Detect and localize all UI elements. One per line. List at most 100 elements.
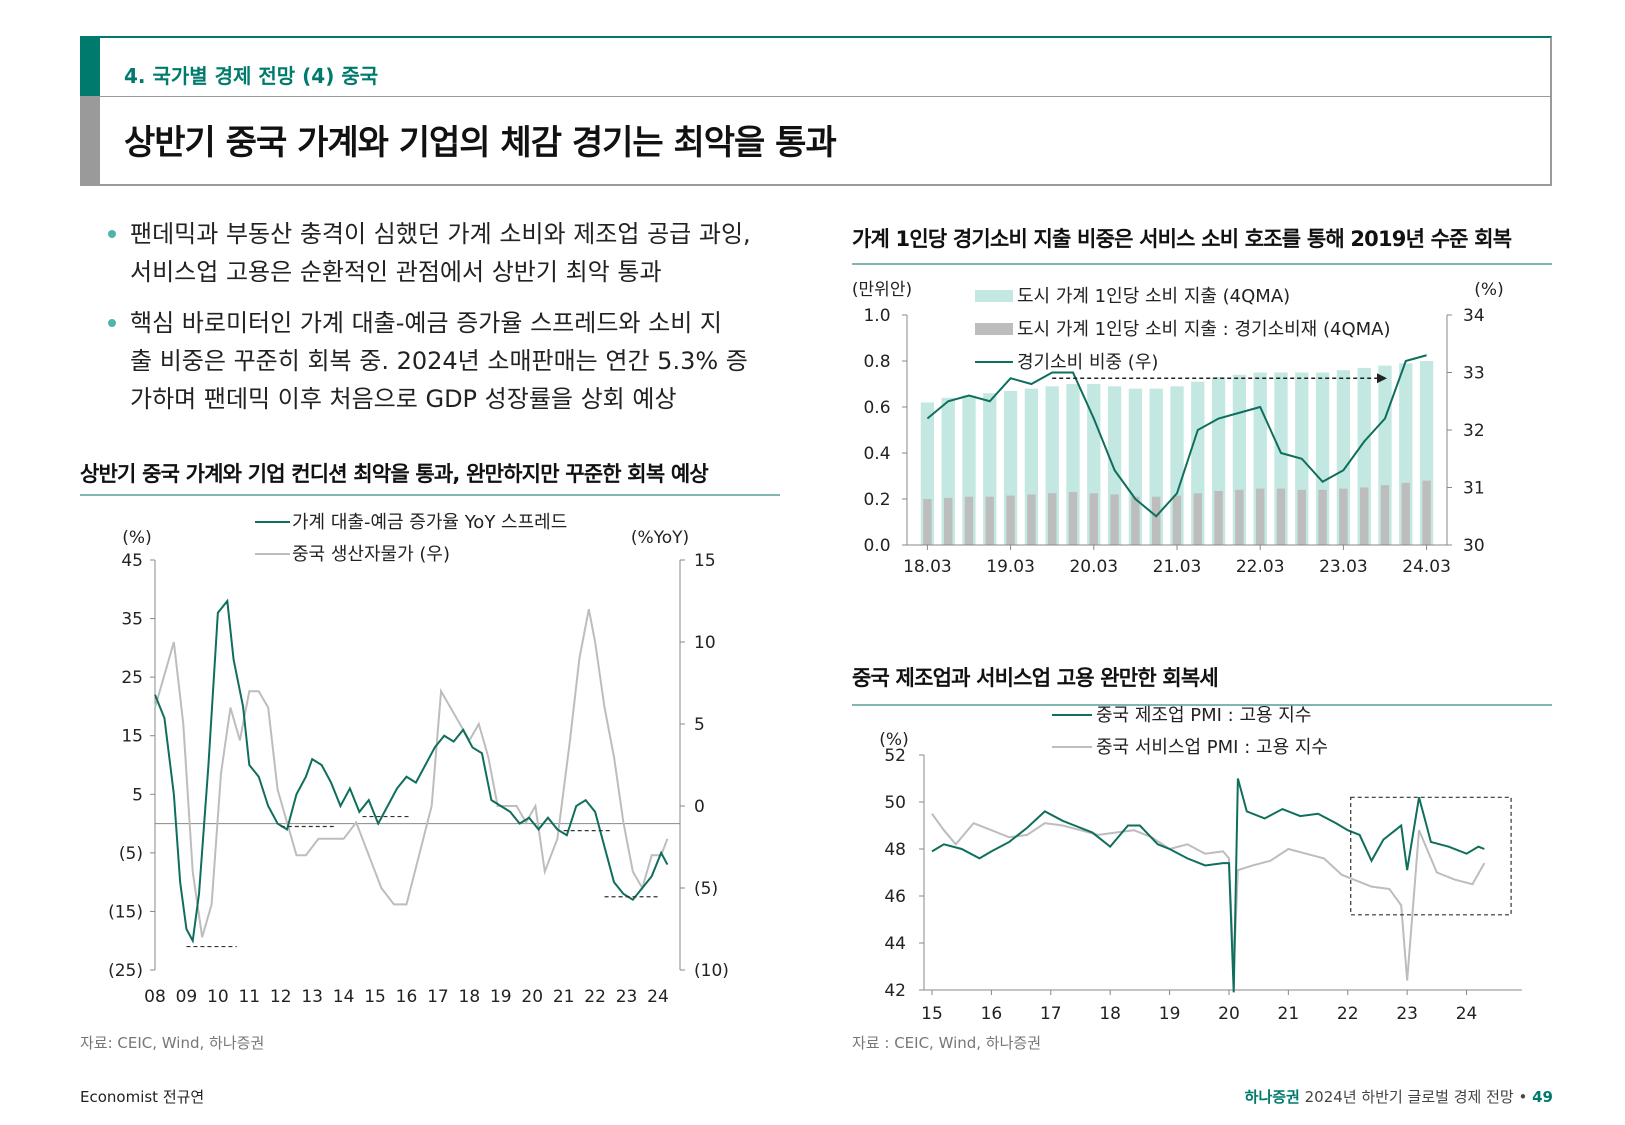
chart3-x-tick-label: 23 (1396, 1004, 1418, 1024)
chart2-bar-discretionary (1048, 493, 1057, 545)
chart2-right-tick-label: 31 (1463, 479, 1485, 499)
chart1-series-ppi-line (154, 609, 669, 938)
chart1-source: 자료: CEIC, Wind, 하나증권 (80, 1034, 265, 1052)
section-label: 4. 국가별 경제 전망 (4) 중국 (124, 64, 379, 88)
chart1-right-unit: (%YoY) (631, 528, 689, 548)
chart2-bar-discretionary (985, 496, 994, 545)
chart2-bar-discretionary (1089, 493, 1098, 545)
chart3-x-tick-label: 19 (1159, 1004, 1181, 1024)
chart2-x-tick-label: 20.03 (1069, 557, 1118, 577)
chart1-series-spread-line (154, 598, 669, 944)
header-accent-bar (80, 36, 100, 96)
chart1-x-tick-label: 20 (521, 987, 543, 1007)
bullet-1-line-1: 팬데믹과 부동산 충격이 심했던 가계 소비와 제조업 공급 과잉, (130, 220, 751, 248)
chart2-legend-label-discretionary: 도시 가계 1인당 소비 지출 : 경기소비재 (4QMA) (1017, 319, 1390, 340)
chart3-legend-label-services: 중국 서비스업 PMI : 고용 지수 (1096, 737, 1328, 758)
chart1-left-tick-label: 35 (121, 610, 143, 630)
chart1-x-tick-label: 10 (207, 987, 229, 1007)
bullet-2: 핵심 바로미터인 가계 대출-예금 증가율 스프레드와 소비 지 출 비중은 꾸… (108, 304, 808, 418)
chart3-left-unit: (%) (879, 730, 908, 750)
chart2-left-unit: (만위안) (852, 280, 912, 300)
footer-brand: 하나증권 (1244, 1088, 1300, 1106)
chart2-right-tick-label: 34 (1463, 306, 1485, 326)
chart3-left-tick-label: 44 (884, 934, 906, 954)
chart2-arrow-head-icon (1377, 373, 1387, 384)
chart1-right-tick-label: 10 (694, 633, 716, 653)
chart2-x-tick-label: 23.03 (1319, 557, 1368, 577)
chart2-bar-discretionary (1110, 494, 1119, 545)
chart1-x-tick-label: 23 (616, 987, 638, 1007)
chart2-bar-discretionary (1152, 496, 1161, 545)
chart2-x-tick-label: 21.03 (1153, 557, 1202, 577)
chart3-series-services-line (931, 813, 1486, 981)
chart3-x-tick-label: 24 (1456, 1004, 1478, 1024)
chart2-left-tick-label: 0.4 (863, 444, 890, 464)
chart2-right-unit: (%) (1474, 280, 1503, 300)
chart2-right-tick-label: 30 (1463, 536, 1485, 556)
chart2-left-tick-label: 0.8 (863, 352, 890, 372)
chart2-bar-discretionary (1422, 480, 1431, 545)
chart1-x-tick-label: 13 (301, 987, 323, 1007)
chart2-right-tick-label: 32 (1463, 421, 1485, 441)
chart2-left-tick-label: 1.0 (863, 306, 890, 326)
chart1-legend-label-ppi: 중국 생산자물가 (우) (292, 544, 450, 565)
chart3-x-tick-label: 17 (1040, 1004, 1062, 1024)
chart2-bar-discretionary (1297, 489, 1306, 545)
chart1-right-tick-label: (10) (694, 961, 729, 981)
chart3-left-tick-label: 46 (884, 887, 906, 907)
chart1-x-tick-label: 11 (238, 987, 260, 1007)
chart2-bar-discretionary (1027, 494, 1036, 545)
chart2-x-tick-label: 19.03 (986, 557, 1035, 577)
chart3-x-tick-label: 16 (981, 1004, 1003, 1024)
chart1-left-tick-label: 5 (132, 785, 143, 805)
chart1-left-tick-label: (5) (119, 844, 143, 864)
chart2-bar-discretionary (1360, 487, 1369, 545)
bullet-2-line-3: 가하며 팬데믹 이후 처음으로 GDP 성장률을 상회 예상 (130, 385, 677, 413)
chart2-bar-discretionary (1235, 489, 1244, 545)
page-number: 49 (1532, 1088, 1553, 1106)
chart1-right-tick-label: (5) (694, 879, 718, 899)
chart2-x-tick-label: 24.03 (1402, 557, 1451, 577)
chart1-x-tick-label: 12 (270, 987, 292, 1007)
chart1-x-tick-label: 22 (584, 987, 606, 1007)
chart3-series-manufacturing-line (931, 778, 1485, 993)
chart3-left-tick-label: 48 (884, 840, 906, 860)
chart1-right-tick-label: 15 (694, 551, 716, 571)
chart2-bar-discretionary (1193, 493, 1202, 545)
bullet-2-line-2: 출 비중은 꾸준히 회복 중. 2024년 소매판매는 연간 5.3% 증 (130, 347, 748, 375)
chart3-title: 중국 제조업과 서비스업 고용 완만한 회복세 (852, 666, 1219, 690)
chart1-left-tick-label: (15) (108, 902, 143, 922)
chart2-legend-label-share: 경기소비 비중 (우) (1017, 352, 1158, 373)
chart3-left-tick-label: 50 (884, 793, 906, 813)
footer-report: 하나증권 2024년 하반기 글로벌 경제 전망 • 49 (1245, 1086, 1553, 1107)
chart1-x-tick-label: 17 (427, 987, 449, 1007)
bullet-2-line-1: 핵심 바로미터인 가계 대출-예금 증가율 스프레드와 소비 지 (130, 309, 722, 337)
chart2-title-rule (852, 263, 1552, 265)
chart2-title: 가계 1인당 경기소비 지출 비중은 서비스 소비 호조를 통해 2019년 수… (852, 227, 1512, 251)
chart1-title: 상반기 중국 가계와 기업 컨디션 최악을 통과, 완만하지만 꾸준한 회복 예… (80, 462, 709, 486)
chart3-left-tick-label: 42 (884, 981, 906, 1001)
chart2-series-share-line (926, 354, 1427, 518)
chart1-x-tick-label: 15 (364, 987, 386, 1007)
chart1-x-tick-label: 21 (553, 987, 575, 1007)
chart2-bar-discretionary (1172, 495, 1182, 545)
chart2-bar-discretionary (1131, 496, 1140, 545)
chart2-bar-discretionary (1318, 489, 1327, 545)
chart1-legend-label-spread: 가계 대출-예금 증가율 YoY 스프레드 (292, 512, 567, 533)
bullet-dot-icon (108, 230, 116, 238)
chart2-bar-discretionary (1276, 488, 1286, 545)
footer-separator: • (1518, 1088, 1528, 1106)
chart3-left-tick-label: 52 (884, 746, 906, 766)
chart1-svg: 45 35 25 15 5 (5) (15) (25) 15 10 5 0 (5) (10) 08 09 10 1… (108, 512, 729, 1007)
footer-author: Economist 전규연 (80, 1088, 205, 1106)
chart1-left-unit: (%) (122, 528, 151, 548)
chart2-bar-discretionary (1339, 488, 1348, 545)
page-title: 상반기 중국 가계와 기업의 체감 경기는 최악을 통과 (124, 123, 837, 163)
chart2-legend-label-total: 도시 가계 1인당 소비 지출 (4QMA) (1017, 286, 1290, 307)
chart2-bar-discretionary (1380, 485, 1390, 545)
chart1-right-tick-label: 0 (694, 797, 705, 817)
chart2-legend-swatch-total (975, 290, 1013, 302)
chart3-title-rule (852, 704, 1552, 706)
chart1-title-rule (80, 494, 780, 496)
chart2-bar-discretionary (964, 496, 974, 545)
